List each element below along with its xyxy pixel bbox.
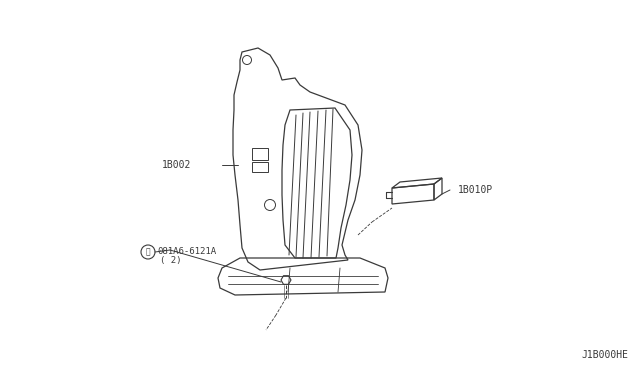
Text: ⑬: ⑬ <box>146 247 150 257</box>
Text: ( 2): ( 2) <box>160 256 182 264</box>
Text: 1B002: 1B002 <box>162 160 191 170</box>
Text: 081A6-6121A: 081A6-6121A <box>157 247 216 256</box>
Text: J1B000HE: J1B000HE <box>581 350 628 360</box>
Text: 1B010P: 1B010P <box>458 185 493 195</box>
